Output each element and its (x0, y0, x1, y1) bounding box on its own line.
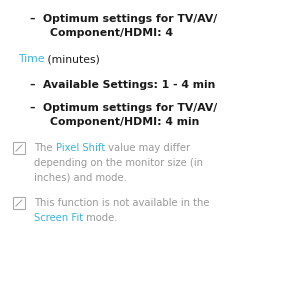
Text: Screen Fit: Screen Fit (34, 213, 83, 223)
Text: depending on the monitor size (in: depending on the monitor size (in (34, 158, 203, 168)
Text: –  Optimum settings for TV/AV/: – Optimum settings for TV/AV/ (30, 103, 217, 113)
Text: (minutes): (minutes) (44, 54, 100, 64)
Text: Pixel Shift: Pixel Shift (56, 143, 105, 153)
Text: mode.: mode. (83, 213, 118, 223)
Text: Component/HDMI: 4 min: Component/HDMI: 4 min (50, 117, 200, 127)
Text: value may differ: value may differ (105, 143, 190, 153)
Text: Component/HDMI: 4: Component/HDMI: 4 (50, 28, 173, 38)
Text: Time: Time (18, 54, 44, 64)
Text: This function is not available in the: This function is not available in the (34, 198, 209, 208)
Text: –  Optimum settings for TV/AV/: – Optimum settings for TV/AV/ (30, 14, 217, 24)
Text: –  Available Settings: 1 - 4 min: – Available Settings: 1 - 4 min (30, 80, 215, 90)
Text: inches) and mode.: inches) and mode. (34, 173, 127, 183)
Text: The: The (34, 143, 56, 153)
FancyBboxPatch shape (14, 197, 26, 209)
FancyBboxPatch shape (14, 142, 26, 154)
